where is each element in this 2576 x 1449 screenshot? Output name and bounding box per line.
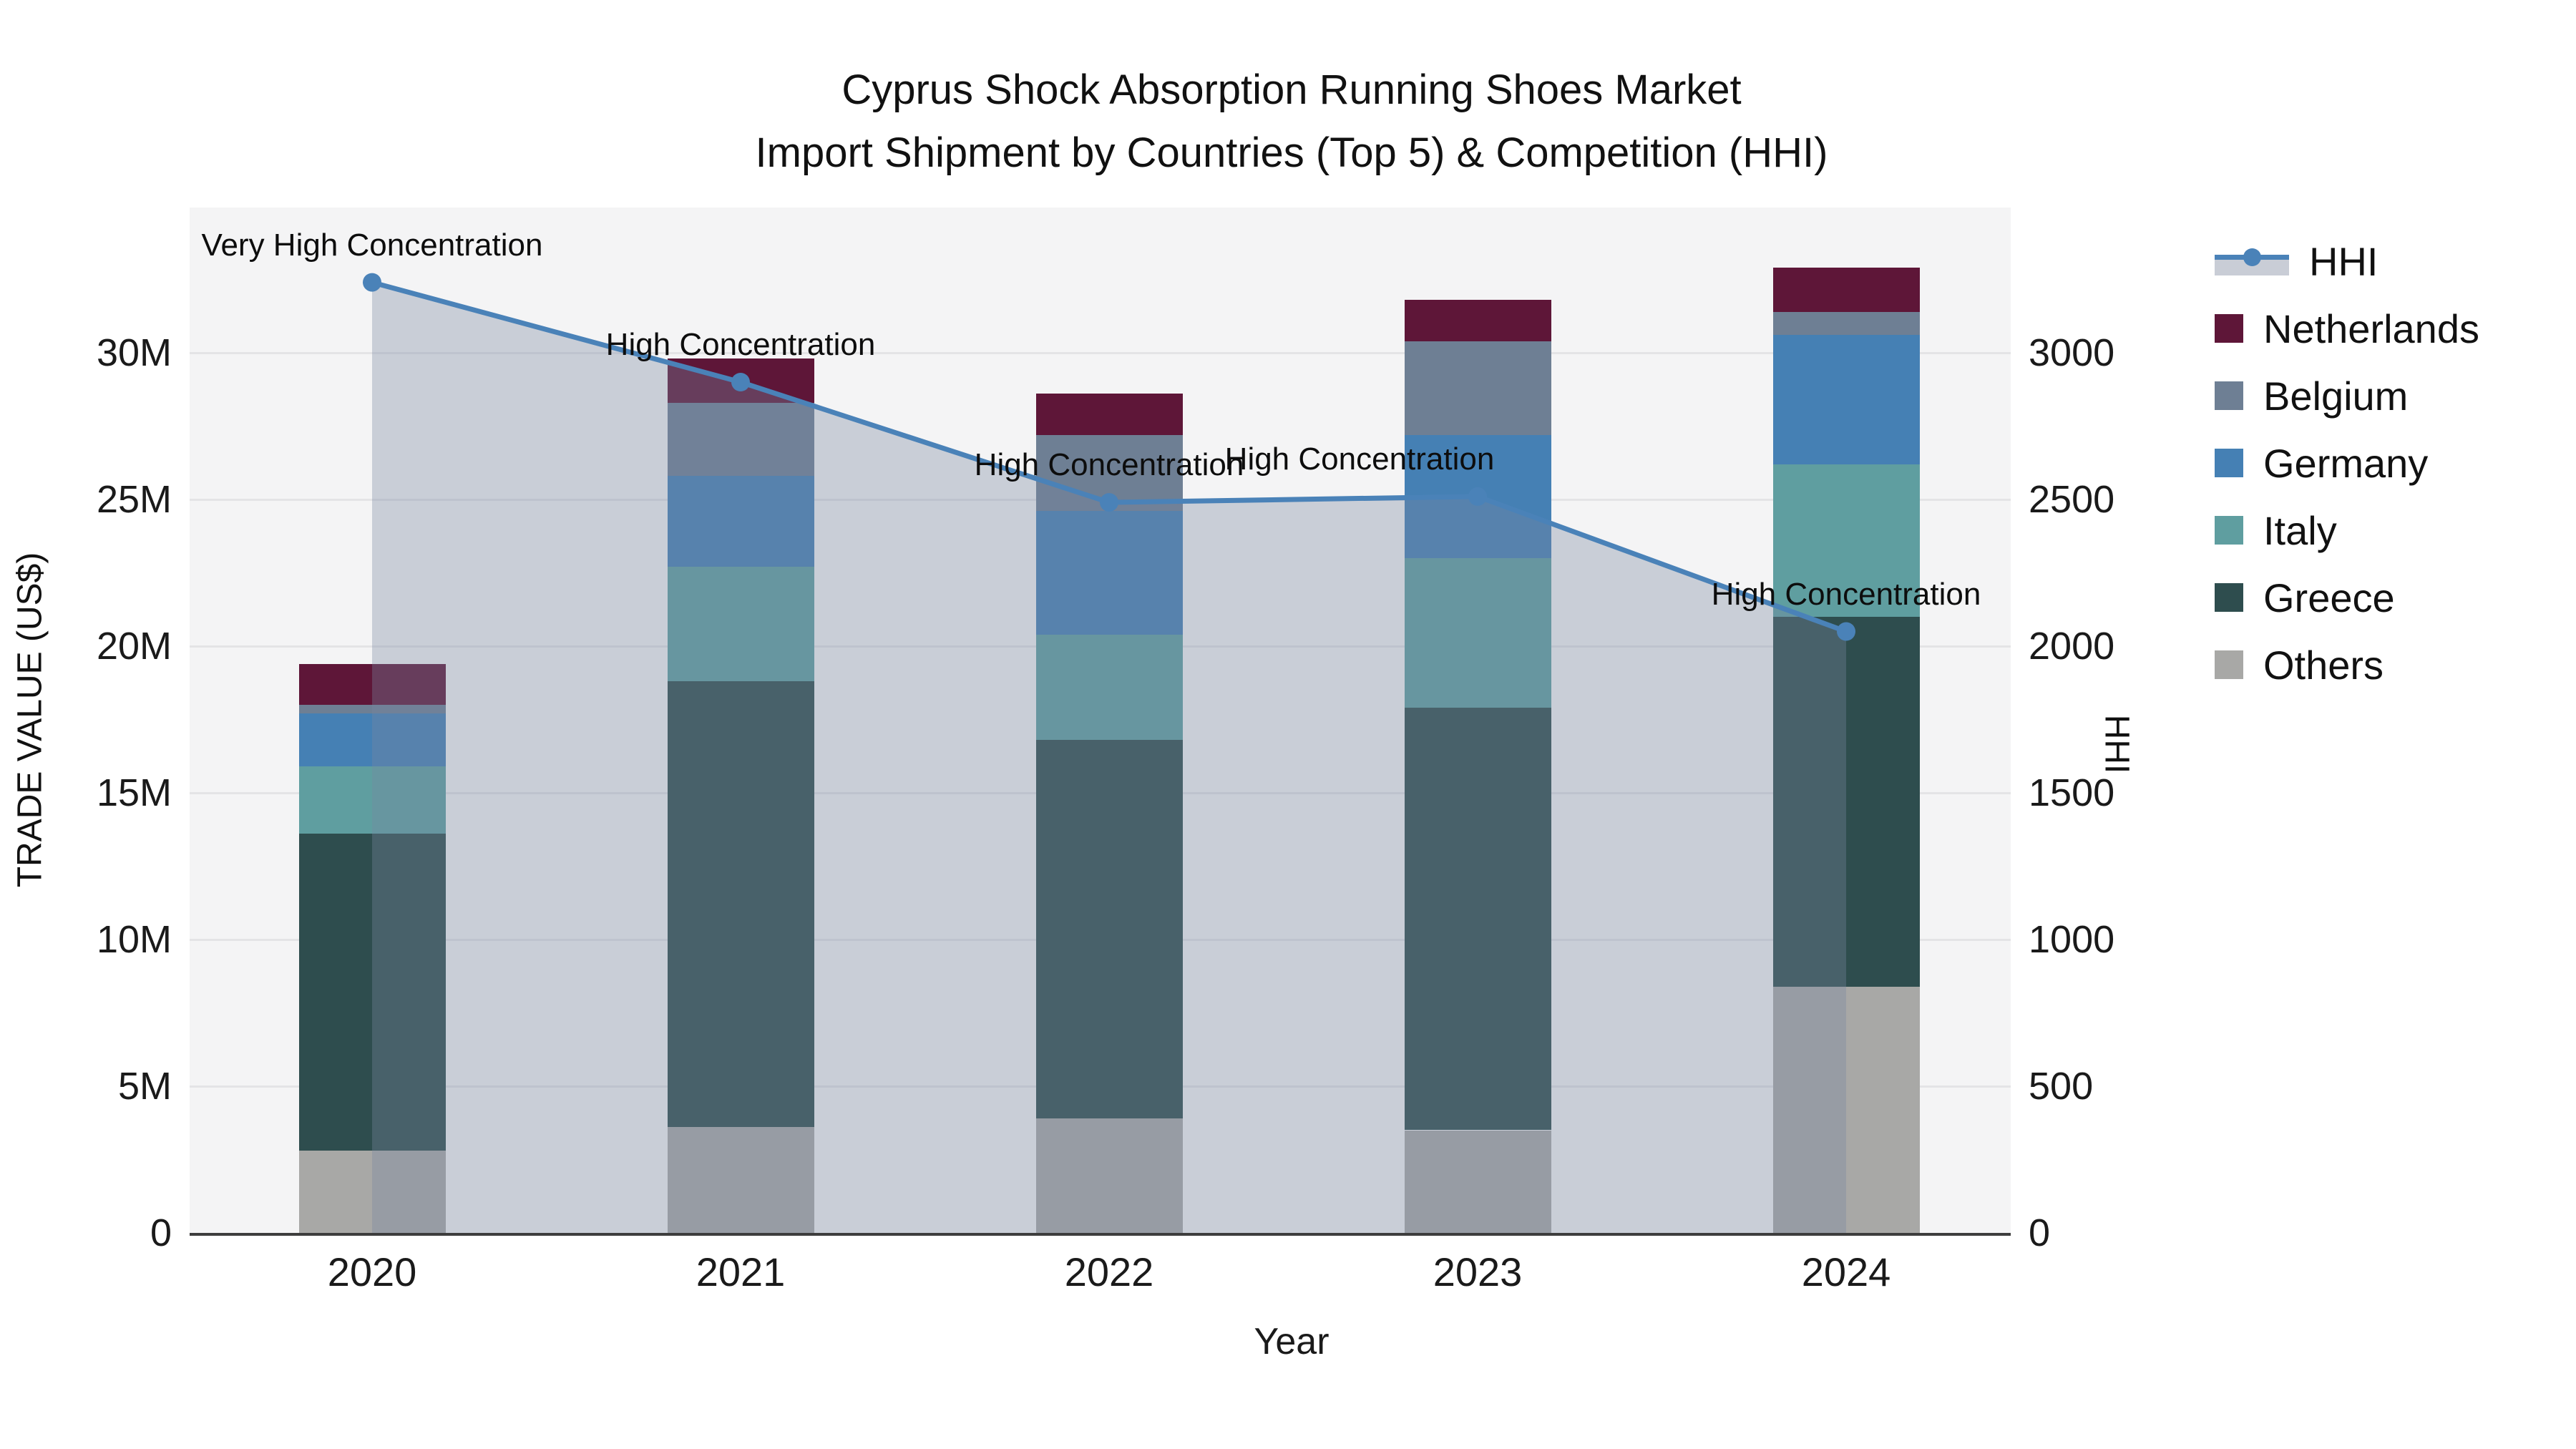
hhi-marker-2022[interactable] xyxy=(1100,493,1118,512)
bar-segment-italy-2024[interactable] xyxy=(1772,464,1920,617)
bar-segment-greece-2023[interactable] xyxy=(1404,708,1551,1131)
x-tick-2020: 2020 xyxy=(327,1249,417,1294)
bar-segment-netherlands-2024[interactable] xyxy=(1772,268,1920,312)
bar-segment-belgium-2024[interactable] xyxy=(1772,311,1920,336)
bar-segment-netherlands-2022[interactable] xyxy=(1035,394,1183,435)
bar-segment-others-2020[interactable] xyxy=(298,1151,446,1233)
y-axis-right-title: HHI xyxy=(2097,714,2136,774)
chart-title-line2: Import Shipment by Countries (Top 5) & C… xyxy=(755,130,1828,176)
x-tick-2024: 2024 xyxy=(1801,1249,1891,1294)
hhi-marker-2020[interactable] xyxy=(363,273,381,292)
y-right-tick-3000: 3000 xyxy=(2029,331,2115,374)
legend-label-hhi: HHI xyxy=(2309,238,2379,284)
legend-swatch-others xyxy=(2215,650,2243,679)
legend-swatch-netherlands xyxy=(2215,314,2243,343)
legend-item-germany[interactable]: Germany xyxy=(2215,429,2479,497)
x-tick-2022: 2022 xyxy=(1064,1249,1154,1294)
y-left-tick-10M: 10M xyxy=(96,918,172,961)
bar-segment-italy-2021[interactable] xyxy=(667,567,814,682)
y-left-tick-20M: 20M xyxy=(96,625,172,668)
legend-label-belgium: Belgium xyxy=(2263,373,2409,419)
legend-label-others: Others xyxy=(2263,642,2384,688)
legend-item-others[interactable]: Others xyxy=(2215,631,2479,698)
bar-segment-others-2024[interactable] xyxy=(1772,986,1920,1233)
y-left-tick-30M: 30M xyxy=(96,331,172,374)
hhi-area-fill xyxy=(372,282,1846,1234)
bar-segment-others-2021[interactable] xyxy=(667,1127,814,1233)
legend-item-netherlands[interactable]: Netherlands xyxy=(2215,295,2479,362)
legend-swatch-greece xyxy=(2215,583,2243,612)
y-right-tick-500: 500 xyxy=(2029,1065,2094,1108)
x-axis-title: Year xyxy=(1254,1321,1330,1362)
legend-label-italy: Italy xyxy=(2263,507,2337,553)
bar-segment-netherlands-2023[interactable] xyxy=(1404,300,1551,341)
bar-segment-italy-2022[interactable] xyxy=(1035,634,1183,741)
legend: HHI Netherlands Belgium Germany Italy Greece O… xyxy=(2215,228,2479,698)
bar-segment-germany-2022[interactable] xyxy=(1035,511,1183,635)
bar-segment-belgium-2023[interactable] xyxy=(1404,341,1551,435)
y-right-tick-2500: 2500 xyxy=(2029,478,2115,521)
bar-segment-belgium-2021[interactable] xyxy=(667,402,814,477)
y-left-tick-5M: 5M xyxy=(117,1065,172,1108)
y-axis-left-title: TRADE VALUE (US$) xyxy=(11,552,49,888)
legend-item-hhi[interactable]: HHI xyxy=(2215,228,2479,295)
x-tick-2021: 2021 xyxy=(696,1249,786,1294)
y-right-tick-1500: 1500 xyxy=(2029,771,2115,814)
chart-title-line1: Cyprus Shock Absorption Running Shoes Ma… xyxy=(841,67,1742,113)
annotation-2021: High Concentration xyxy=(605,327,876,362)
hhi-marker-2023[interactable] xyxy=(1468,487,1487,506)
legend-swatch-belgium xyxy=(2215,381,2243,410)
annotation-2024: High Concentration xyxy=(1711,576,1981,612)
hhi-line-icon xyxy=(2215,247,2289,275)
legend-item-italy[interactable]: Italy xyxy=(2215,497,2479,564)
bar-segment-germany-2020[interactable] xyxy=(298,713,446,767)
gridline-30M xyxy=(190,352,2011,354)
chart-title: Cyprus Shock Absorption Running Shoes Ma… xyxy=(756,59,1828,185)
bar-segment-italy-2023[interactable] xyxy=(1404,558,1551,708)
y-right-tick-1000: 1000 xyxy=(2029,918,2115,961)
bar-segment-netherlands-2020[interactable] xyxy=(298,663,446,705)
bar-segment-germany-2024[interactable] xyxy=(1772,335,1920,464)
y-left-tick-0: 0 xyxy=(150,1211,172,1254)
hhi-marker-2021[interactable] xyxy=(731,373,750,391)
bar-segment-greece-2021[interactable] xyxy=(667,681,814,1128)
x-tick-2023: 2023 xyxy=(1433,1249,1523,1294)
y-left-tick-15M: 15M xyxy=(96,771,172,814)
legend-item-belgium[interactable]: Belgium xyxy=(2215,362,2479,429)
plot-area: Very High Concentration High Concentratio… xyxy=(97,208,2114,1294)
hhi-line-layer xyxy=(363,273,1855,1234)
y-right-tick-0: 0 xyxy=(2029,1211,2051,1254)
bar-segment-belgium-2020[interactable] xyxy=(298,705,446,714)
bar-segment-greece-2022[interactable] xyxy=(1035,740,1183,1119)
legend-label-germany: Germany xyxy=(2263,440,2429,486)
hhi-marker-2024[interactable] xyxy=(1837,622,1855,641)
bar-segment-others-2023[interactable] xyxy=(1404,1130,1551,1233)
bar-segment-germany-2021[interactable] xyxy=(667,476,814,567)
legend-item-greece[interactable]: Greece xyxy=(2215,564,2479,631)
bar-segment-greece-2020[interactable] xyxy=(298,834,446,1151)
legend-label-greece: Greece xyxy=(2263,575,2395,620)
annotation-2020: Very High Concentration xyxy=(201,227,543,263)
bar-segment-greece-2024[interactable] xyxy=(1772,617,1920,987)
legend-label-netherlands: Netherlands xyxy=(2263,306,2479,351)
legend-swatch-italy xyxy=(2215,516,2243,545)
y-left-tick-25M: 25M xyxy=(96,478,172,521)
annotation-2022: High Concentration xyxy=(974,447,1244,483)
annotation-2023: High Concentration xyxy=(1224,441,1495,477)
y-right-tick-2000: 2000 xyxy=(2029,625,2115,668)
bar-segment-italy-2020[interactable] xyxy=(298,766,446,834)
legend-swatch-germany xyxy=(2215,449,2243,477)
bar-segment-others-2022[interactable] xyxy=(1035,1118,1183,1233)
